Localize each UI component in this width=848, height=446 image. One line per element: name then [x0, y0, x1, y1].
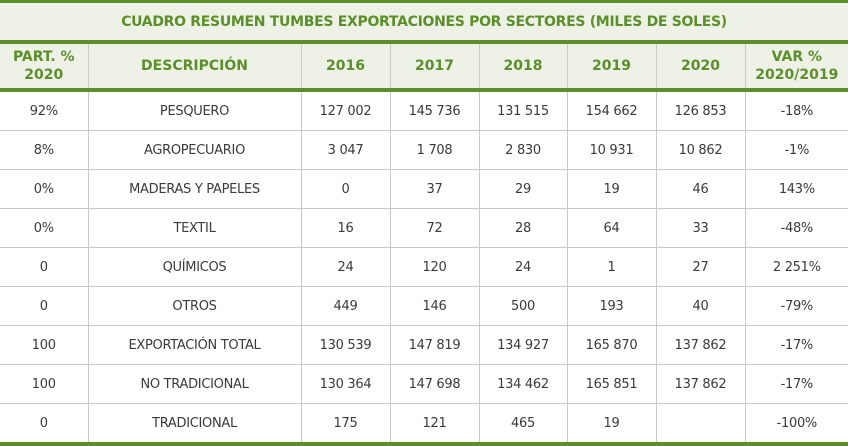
cell-2017: 146: [389, 286, 479, 326]
cell-2020: 137 862: [655, 364, 745, 404]
cell-part: 100: [0, 325, 88, 365]
cell-var: -17%: [744, 364, 848, 404]
cell-2019: 19: [566, 169, 656, 209]
cell-2018: 131 515: [478, 90, 567, 131]
cell-2017: 37: [389, 169, 479, 209]
cell-2017: 1 708: [389, 130, 479, 170]
cell-descripcion: PESQUERO: [87, 90, 301, 131]
cell-2017: 145 736: [389, 90, 479, 131]
cell-part: 92%: [0, 90, 88, 131]
cell-2016: 130 539: [300, 325, 390, 365]
cell-2016: 127 002: [300, 90, 390, 131]
cell-var: -18%: [744, 90, 848, 131]
cell-var: -79%: [744, 286, 848, 326]
cell-2019: 19: [566, 403, 656, 446]
header-part-line2: 2020: [24, 67, 64, 83]
table-row: 100 NO TRADICIONAL 130 364 147 698 134 462 16…: [0, 364, 848, 404]
cell-var: 143%: [744, 169, 848, 209]
cell-2018: 2 830: [478, 130, 567, 170]
cell-2019: 154 662: [566, 90, 656, 131]
cell-2019: 165 851: [566, 364, 656, 404]
cell-descripcion: MADERAS Y PAPELES: [87, 169, 301, 209]
cell-2020: 10 862: [655, 130, 745, 170]
cell-part: 8%: [0, 130, 88, 170]
cell-2020: 27: [655, 247, 745, 287]
cell-part: 0%: [0, 208, 88, 248]
table-title-row: CUADRO RESUMEN TUMBES EXPORTACIONES POR …: [0, 0, 848, 44]
cell-2017: 121: [389, 403, 479, 446]
cell-descripcion: NO TRADICIONAL: [87, 364, 301, 404]
header-2018: 2018: [478, 42, 567, 92]
header-2019: 2019: [566, 42, 656, 92]
header-2017: 2017: [389, 42, 479, 92]
cell-part: 0: [0, 247, 88, 287]
table-row: 8% AGROPECUARIO 3 047 1 708 2 830 10 931 10 86…: [0, 130, 848, 170]
cell-2020: 40: [655, 286, 745, 326]
cell-2020: 46: [655, 169, 745, 209]
cell-part: 0%: [0, 169, 88, 209]
cell-2020: 137 862: [655, 325, 745, 365]
cell-2016: 24: [300, 247, 390, 287]
table-row: 0% TEXTIL 16 72 28 64 33 -48%: [0, 208, 848, 248]
header-var-line1: VAR %: [771, 49, 822, 65]
table-title: CUADRO RESUMEN TUMBES EXPORTACIONES POR …: [0, 0, 848, 44]
cell-2020: [655, 403, 745, 446]
cell-descripcion: TRADICIONAL: [87, 403, 301, 446]
cell-2020: 33: [655, 208, 745, 248]
table-body: 92% PESQUERO 127 002 145 736 131 515 154 662 1…: [0, 90, 848, 446]
header-var: VAR % 2020/2019: [744, 42, 848, 92]
cell-2018: 28: [478, 208, 567, 248]
cell-2017: 147 819: [389, 325, 479, 365]
header-part-line1: PART. %: [12, 49, 75, 65]
cell-part: 0: [0, 286, 88, 326]
cell-var: -100%: [744, 403, 848, 446]
header-2020: 2020: [655, 42, 745, 92]
cell-2018: 24: [478, 247, 567, 287]
cell-2018: 134 462: [478, 364, 567, 404]
cell-var: -48%: [744, 208, 848, 248]
cell-2020: 126 853: [655, 90, 745, 131]
table-row: 92% PESQUERO 127 002 145 736 131 515 154 662 1…: [0, 90, 848, 131]
cell-2016: 449: [300, 286, 390, 326]
cell-2019: 64: [566, 208, 656, 248]
cell-descripcion: TEXTIL: [87, 208, 301, 248]
cell-2019: 10 931: [566, 130, 656, 170]
cell-2018: 29: [478, 169, 567, 209]
column-header-row: PART. % 2020 DESCRIPCIÓN 2016 2017 2018 …: [0, 42, 848, 92]
cell-2016: 3 047: [300, 130, 390, 170]
cell-2016: 175: [300, 403, 390, 446]
cell-part: 0: [0, 403, 88, 446]
cell-2017: 72: [389, 208, 479, 248]
header-var-line2: 2020/2019: [755, 67, 839, 83]
cell-var: 2 251%: [744, 247, 848, 287]
table-row: 0% MADERAS Y PAPELES 0 37 29 19 46 143%: [0, 169, 848, 209]
header-descripcion: DESCRIPCIÓN: [87, 42, 301, 92]
table-row: 0 OTROS 449 146 500 193 40 -79%: [0, 286, 848, 326]
cell-2019: 1: [566, 247, 656, 287]
cell-2016: 130 364: [300, 364, 390, 404]
cell-part: 100: [0, 364, 88, 404]
cell-var: -17%: [744, 325, 848, 365]
cell-2017: 147 698: [389, 364, 479, 404]
cell-descripcion: EXPORTACIÓN TOTAL: [87, 325, 301, 365]
cell-2016: 0: [300, 169, 390, 209]
cell-2016: 16: [300, 208, 390, 248]
cell-descripcion: QUÍMICOS: [87, 247, 301, 287]
cell-2017: 120: [389, 247, 479, 287]
cell-descripcion: AGROPECUARIO: [87, 130, 301, 170]
cell-2018: 500: [478, 286, 567, 326]
cell-2019: 165 870: [566, 325, 656, 365]
cell-2018: 134 927: [478, 325, 567, 365]
cell-descripcion: OTROS: [87, 286, 301, 326]
cell-var: -1%: [744, 130, 848, 170]
cell-2019: 193: [566, 286, 656, 326]
table-row: 0 QUÍMICOS 24 120 24 1 27 2 251%: [0, 247, 848, 287]
table-row: 100 EXPORTACIÓN TOTAL 130 539 147 819 134 92…: [0, 325, 848, 365]
table-row: 0 TRADICIONAL 175 121 465 19 -100%: [0, 403, 848, 446]
cell-2018: 465: [478, 403, 567, 446]
header-part-2020: PART. % 2020: [0, 42, 88, 92]
header-2016: 2016: [300, 42, 390, 92]
